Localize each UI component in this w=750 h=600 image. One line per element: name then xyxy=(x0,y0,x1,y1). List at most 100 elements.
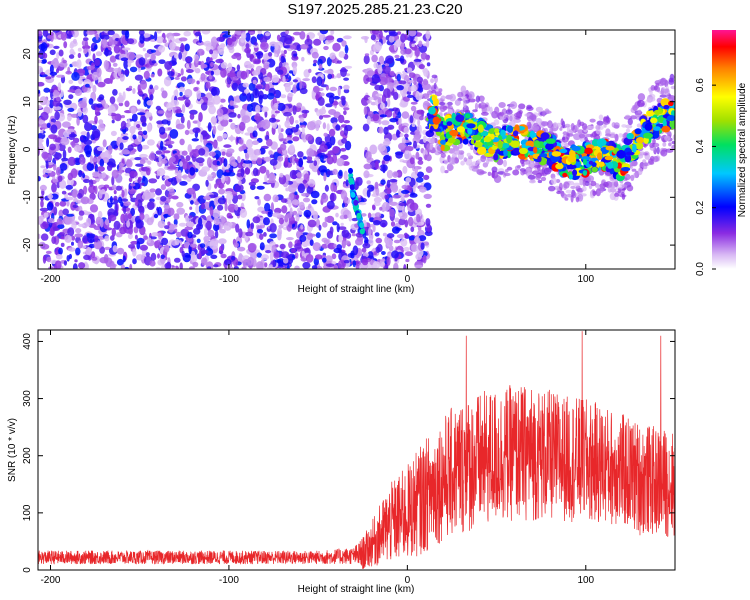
spectrogram-cell xyxy=(418,64,425,70)
spectrogram-cell xyxy=(400,238,408,247)
spectrogram-cell xyxy=(244,167,250,175)
spectrogram-cell xyxy=(637,167,643,176)
spectrogram-cell xyxy=(143,235,148,240)
spectrogram-cell xyxy=(444,159,448,165)
spectrogram-cell xyxy=(125,159,133,168)
spectrogram-cell xyxy=(74,259,78,263)
spectrogram-cell xyxy=(549,126,554,134)
spectrogram-cell xyxy=(529,155,534,160)
spectrogram-cell xyxy=(88,120,95,124)
spectrogram-cell xyxy=(269,233,277,239)
spectrogram-cell xyxy=(512,147,521,155)
spectrogram-cell xyxy=(137,176,142,181)
spectrogram-cell xyxy=(220,216,226,225)
spectrogram-cell xyxy=(387,124,395,130)
spectrogram-cell xyxy=(181,52,187,62)
spectrogram-cell xyxy=(80,196,90,205)
spectrogram-cell xyxy=(137,112,146,116)
snr-series-line xyxy=(38,331,675,569)
spectrogram-cell xyxy=(301,56,305,62)
spectrogram-cell xyxy=(259,165,267,174)
spectrogram-cell xyxy=(57,82,62,92)
spectrogram-cell xyxy=(423,174,430,181)
spectrogram-cell xyxy=(344,140,352,151)
spectrogram-cell xyxy=(525,167,531,172)
spectrogram-cell xyxy=(129,193,133,199)
spectrogram-cell xyxy=(379,206,383,211)
spectrogram-cell xyxy=(287,92,294,98)
spectrogram-cell xyxy=(402,96,410,102)
spectrogram-cell xyxy=(40,59,47,64)
spectrogram-cell xyxy=(335,212,339,218)
spectrogram-cell xyxy=(48,134,58,140)
spectrogram-cell xyxy=(295,213,300,222)
spectrogram-cell xyxy=(297,183,305,194)
spectrogram-cell xyxy=(112,62,118,67)
spectrogram-cell xyxy=(541,121,549,127)
spectrogram-cell xyxy=(315,232,321,239)
spectrogram-cell xyxy=(223,221,232,231)
spectrogram-cell xyxy=(315,254,323,260)
spectrogram-cell xyxy=(618,133,623,138)
spectrogram-cell xyxy=(227,62,233,72)
spectrogram-cell xyxy=(198,148,206,156)
spectrogram-cell xyxy=(380,179,386,185)
spectrogram-cell xyxy=(130,240,139,245)
spectrogram-cell xyxy=(264,262,268,268)
spectrogram-cell xyxy=(388,197,393,205)
spectrogram-cell xyxy=(343,214,348,219)
spectrogram-cell xyxy=(111,184,117,191)
spectrogram-cell xyxy=(108,108,112,117)
spectrogram-cell xyxy=(196,238,201,244)
spectrogram-cell xyxy=(109,196,113,204)
spectrogram-cell xyxy=(561,193,568,199)
spectrogram-cell xyxy=(149,84,154,90)
spectrogram-cell xyxy=(283,49,287,55)
spectrogram-cell xyxy=(201,166,210,173)
spectrogram-cell xyxy=(637,100,645,108)
spectrogram-cell xyxy=(377,96,382,104)
spectrogram-cell xyxy=(126,38,135,45)
spectrogram-cell xyxy=(394,217,400,223)
spectrogram-cell xyxy=(343,259,350,264)
spectrogram-cell xyxy=(216,36,224,42)
spectrogram-cell xyxy=(340,222,344,226)
spectrogram-cell xyxy=(324,184,329,192)
spectrogram-cell xyxy=(65,196,74,201)
spectrogram-cell xyxy=(238,228,243,239)
spectrogram-cell xyxy=(221,174,225,184)
spectrogram-cell xyxy=(370,223,376,228)
snr-y-tick-label: 200 xyxy=(22,447,33,464)
spectrogram-cell xyxy=(167,71,175,77)
spectrogram-cell xyxy=(301,126,305,135)
spectrogram-cell xyxy=(268,150,273,156)
spectrogram-cell xyxy=(384,194,389,200)
spectrogram-cell xyxy=(343,88,350,94)
spectrogram-cell xyxy=(661,125,671,133)
spectrogram-cell xyxy=(410,105,417,112)
spectrogram-cell xyxy=(74,233,84,238)
spectrogram-cell xyxy=(382,232,387,237)
spectrogram-cell xyxy=(328,128,336,137)
spectrogram-cell xyxy=(137,90,144,96)
spectrogram-cell xyxy=(67,227,75,237)
spectrogram-cell xyxy=(85,247,92,256)
spectrogram-cell xyxy=(373,77,381,83)
spectrogram-cell xyxy=(201,130,208,137)
spectrogram-cell xyxy=(119,73,125,82)
spectrogram-cell xyxy=(130,183,136,187)
spectrogram-cell xyxy=(299,80,303,91)
spectrogram-cell xyxy=(313,38,322,46)
spectrogram-cell xyxy=(58,231,65,236)
spectrogram-cell xyxy=(67,146,72,153)
spectrogram-cell xyxy=(493,119,500,126)
spectrogram-cell xyxy=(259,242,265,251)
spectrogram-cell xyxy=(181,250,185,258)
spectrogram-cell xyxy=(256,252,262,258)
spectrogram-cell xyxy=(134,234,138,240)
spectrogram-cell xyxy=(431,95,437,102)
spectrogram-cell xyxy=(460,85,467,94)
spectrogram-cell xyxy=(235,223,240,233)
spectrogram-y-tick-label: 0 xyxy=(22,146,33,152)
spectrogram-cell xyxy=(337,86,341,97)
